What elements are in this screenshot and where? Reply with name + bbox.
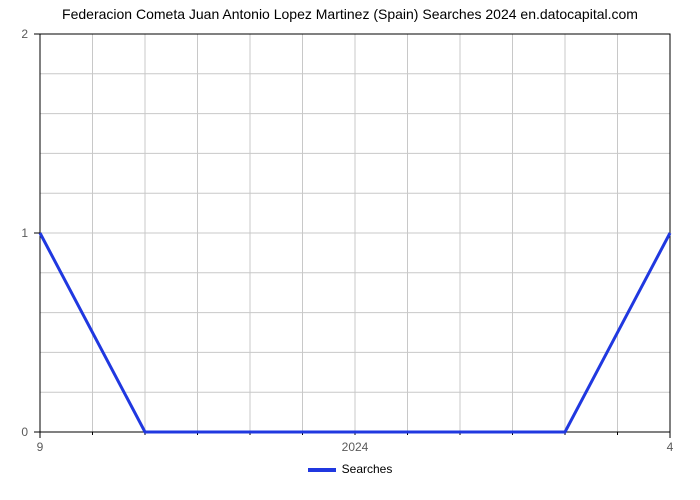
- y-tick-2: 2: [10, 27, 28, 41]
- chart-container: Federacion Cometa Juan Antonio Lopez Mar…: [0, 0, 700, 500]
- y-tick-0: 0: [10, 425, 28, 439]
- x-label-left: 9: [37, 440, 44, 454]
- legend: Searches: [0, 462, 700, 476]
- legend-swatch: [308, 468, 336, 472]
- chart-title: Federacion Cometa Juan Antonio Lopez Mar…: [0, 6, 700, 22]
- x-label-right: 4: [667, 440, 674, 454]
- chart-svg: [0, 0, 700, 500]
- y-tick-1: 1: [10, 226, 28, 240]
- legend-label: Searches: [342, 462, 393, 476]
- x-label-center: 2024: [342, 440, 369, 454]
